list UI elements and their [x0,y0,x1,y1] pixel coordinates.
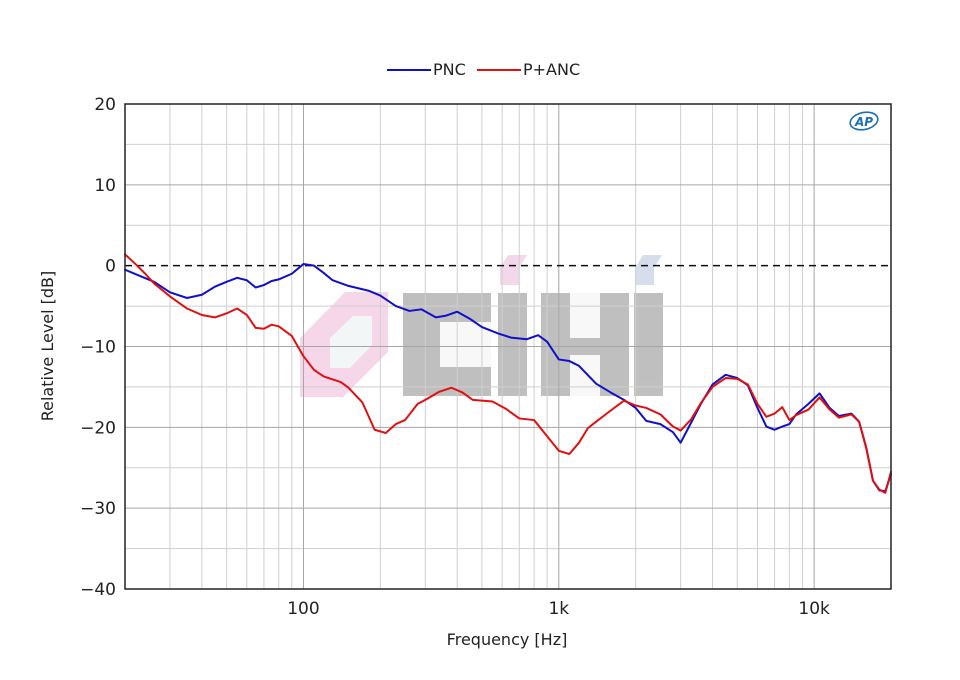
y-tick-label: 10 [94,176,116,196]
x-tick-label: 10k [798,599,830,619]
watermark-letter-i2 [634,293,663,396]
watermark-letter-c-gap [440,322,491,367]
y-tick-label: −40 [80,580,116,600]
legend: PNC P+ANC [387,60,580,79]
x-axis-tick-labels: 100 1k 10k [287,599,830,619]
watermark-letter-i1 [498,293,527,396]
y-tick-label: −30 [80,499,116,519]
x-tick-label: 100 [287,599,319,619]
y-axis-title: Relative Level [dB] [38,271,57,422]
x-tick-label: 1k [548,599,569,619]
ap-logo-badge: AP [849,111,879,131]
ap-logo-ring [849,111,879,131]
watermark-logo [300,255,663,397]
watermark-letter-h-gap [570,293,600,338]
y-tick-label: 20 [94,95,116,115]
y-axis-tick-labels: 20 10 0 −10 −20 −30 −40 [80,95,116,600]
watermark-dot-i1 [500,255,527,285]
y-tick-label: −10 [80,338,116,358]
x-axis-title: Frequency [Hz] [447,630,568,649]
watermark-letter-h-gap2 [570,355,600,396]
ap-logo-text: AP [854,115,873,129]
legend-label-panc: P+ANC [523,60,580,79]
y-tick-label: −20 [80,418,116,438]
legend-label-pnc: PNC [433,60,466,79]
series-line-p-anc [124,253,892,494]
series-layer [124,253,892,494]
plot-frame [124,103,892,590]
watermark-dot-i2 [635,255,662,285]
watermark-hex-inner [330,316,372,368]
grid-major-lines [125,104,891,589]
y-tick-label: 0 [105,257,116,277]
